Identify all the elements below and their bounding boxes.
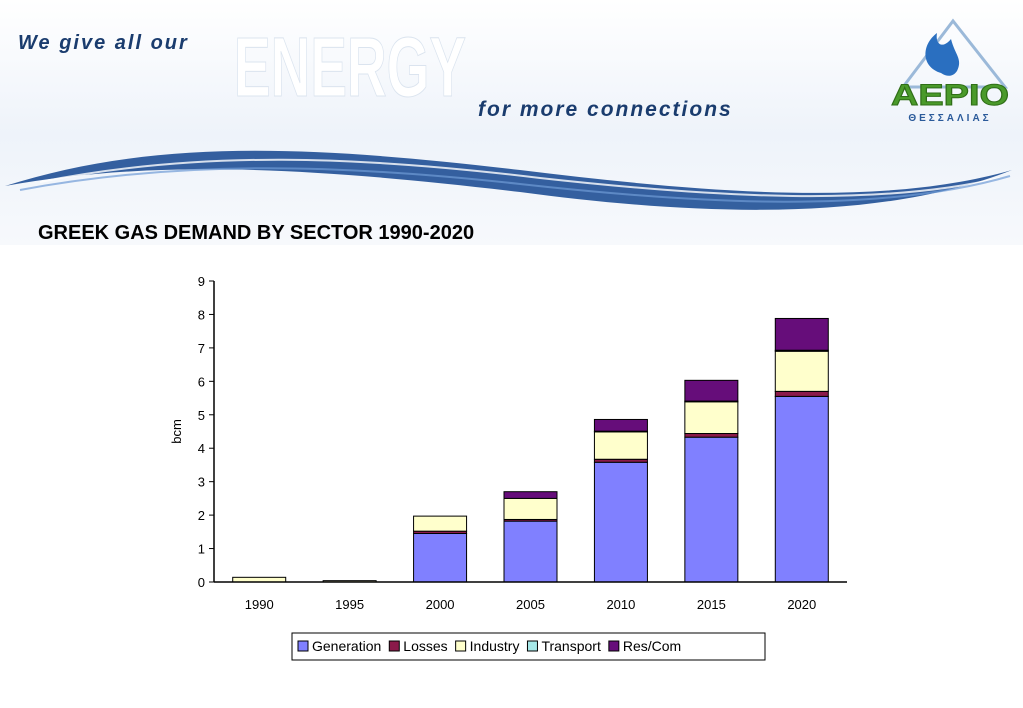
- bar-segment-industry: [684, 401, 739, 435]
- energy-word-graphic: ENERGY: [234, 24, 467, 104]
- x-axis: 1990 1995 2000 2005 2010 2015 2020: [214, 581, 847, 612]
- bar-segment-generation: [684, 436, 739, 583]
- bar-segment-generation: [774, 395, 829, 583]
- tagline-part1: We give all our: [18, 32, 189, 54]
- legend-swatch: [388, 640, 400, 652]
- y-tick-label: 3: [198, 475, 205, 490]
- legend: Generation Losses Industry Transport Res/Com: [291, 632, 766, 661]
- bar-segment-res-com: [503, 491, 558, 499]
- y-tick-label: 0: [198, 575, 205, 590]
- y-tick-label: 2: [198, 508, 205, 523]
- x-tick-label: 2005: [516, 597, 545, 612]
- x-tick-label: 2000: [426, 597, 455, 612]
- bar-segment-res-com: [593, 418, 648, 432]
- y-tick-label: 9: [198, 274, 205, 289]
- y-tick-label: 8: [198, 307, 205, 322]
- y-tick-label: 1: [198, 542, 205, 557]
- legend-label: Generation: [312, 638, 381, 654]
- bar-segment-generation: [413, 533, 468, 583]
- slide-title: GREEK GAS DEMAND BY SECTOR 1990-2020: [38, 222, 475, 244]
- bar-segment-generation: [593, 461, 648, 583]
- x-tick-label: 2015: [697, 597, 726, 612]
- bar-segment-industry: [593, 431, 648, 460]
- logo-subtext: ΘΕΣΣΑΛΙΑΣ: [908, 113, 991, 124]
- legend-label: Res/Com: [623, 638, 681, 654]
- legend-swatch: [526, 640, 538, 652]
- bar-segment-industry: [413, 515, 468, 532]
- logo-text: ΑΕΡΙΟ: [891, 79, 1009, 112]
- y-tick-label: 6: [198, 374, 205, 389]
- legend-swatch: [455, 640, 467, 652]
- y-tick-label: 5: [198, 408, 205, 423]
- tagline-part2: for more connections: [478, 98, 733, 121]
- y-tick-label: 7: [198, 341, 205, 356]
- company-logo: ΑΕΡΙΟ ΘΕΣΣΑΛΙΑΣ: [885, 15, 1015, 130]
- legend-label: Industry: [470, 638, 520, 654]
- logo-graphic: ΑΕΡΙΟ ΘΕΣΣΑΛΙΑΣ: [891, 18, 1010, 124]
- bars: [232, 317, 829, 583]
- x-tick-label: 2020: [787, 597, 816, 612]
- y-axis: 0 1 2 3 4 5 6 7 8 9: [198, 274, 215, 590]
- legend-label: Losses: [403, 638, 447, 654]
- energy-word: ENERGY: [234, 24, 466, 104]
- bar-segment-res-com: [774, 317, 829, 351]
- swoosh-graphic: [5, 150, 1012, 210]
- y-tick-label: 4: [198, 441, 205, 456]
- y-axis-title: bcm: [169, 419, 184, 444]
- bar-segment-losses: [684, 433, 739, 438]
- bar-segment-losses: [774, 390, 829, 397]
- header-banner: We give all our ENERGY for more connecti…: [0, 0, 1023, 245]
- x-tick-label: 2010: [606, 597, 635, 612]
- flame-icon: [925, 33, 960, 76]
- legend-label: Transport: [541, 638, 601, 654]
- x-tick-label: 1990: [245, 597, 274, 612]
- legend-swatch: [608, 640, 620, 652]
- bar-segment-generation: [503, 520, 558, 583]
- legend-swatch: [297, 640, 309, 652]
- bar-segment-res-com: [684, 379, 739, 402]
- bar-segment-industry: [774, 350, 829, 392]
- bar-segment-industry: [503, 497, 558, 520]
- x-tick-label: 1995: [335, 597, 364, 612]
